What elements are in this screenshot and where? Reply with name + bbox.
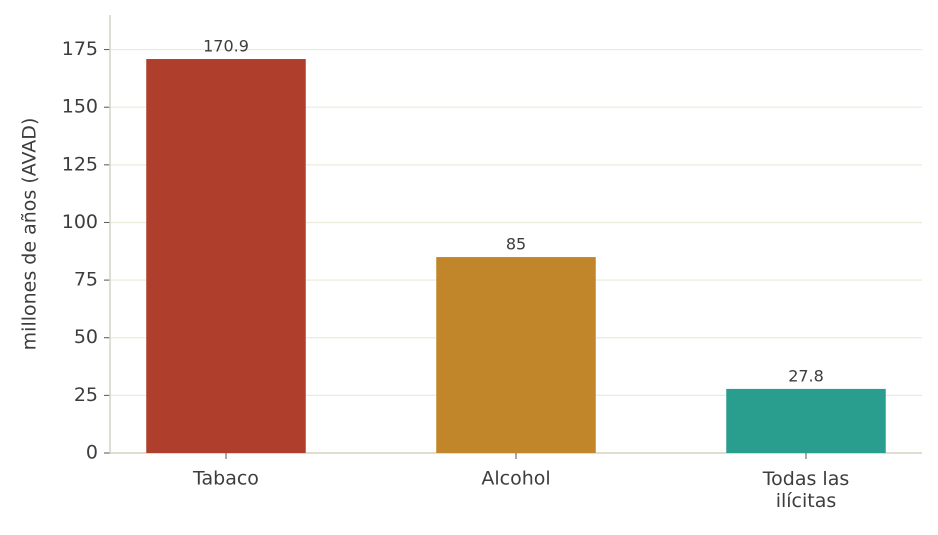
bar [146,59,306,454]
y-tick-label: 50 [74,326,98,348]
x-tick-label: Tabaco [192,468,259,490]
y-tick-label: 75 [74,269,98,291]
y-axis-label: millones de años (AVAD) [19,118,41,351]
y-tick-label: 125 [62,153,98,175]
y-tick-label: 150 [62,96,98,118]
x-tick-label: Todas las ilícitas [762,468,849,512]
bar [436,257,596,453]
bar [726,388,886,453]
y-tick-label: 25 [74,384,98,406]
value-label: 85 [506,235,526,254]
value-label: 170.9 [203,37,249,56]
value-label: 27.8 [788,366,824,385]
y-tick-label: 175 [62,38,98,60]
y-tick-label: 0 [86,442,98,464]
x-tick-label: Alcohol [481,468,550,490]
y-tick-label: 100 [62,211,98,233]
